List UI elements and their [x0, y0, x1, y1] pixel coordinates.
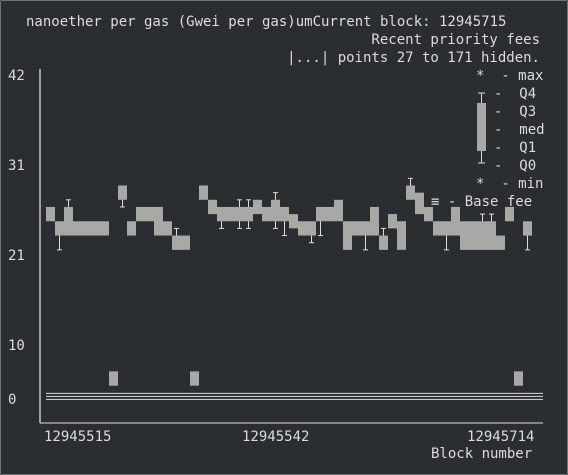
legend-min: * - min [476, 176, 544, 192]
chart-subtitle: Recent priority fees [371, 32, 540, 48]
legend-q0: - Q0 [494, 158, 537, 174]
fee-box [514, 371, 523, 386]
legend-base-fee: ≡ - Base fee [431, 194, 533, 210]
fee-box [64, 206, 73, 236]
fee-box [118, 185, 127, 200]
fee-box [280, 206, 289, 222]
fee-box [424, 206, 433, 222]
fee-box [388, 214, 397, 229]
fee-box [181, 235, 190, 250]
fee-box [325, 206, 334, 222]
fee-box [235, 206, 244, 222]
fee-box [442, 221, 451, 236]
legend-q4: - Q4 [494, 86, 537, 102]
fee-box [361, 221, 370, 236]
fee-box [154, 206, 163, 236]
fee-box [460, 221, 469, 250]
x-tick-label: 12945714 [467, 429, 535, 445]
fee-box [55, 221, 64, 236]
legend-q3: - Q3 [494, 104, 537, 120]
fee-box [163, 221, 172, 236]
fee-box [46, 206, 55, 222]
fee-box [226, 206, 235, 222]
y-tick-label: 10 [8, 338, 25, 354]
fee-box [190, 371, 199, 386]
fee-box [271, 199, 280, 222]
y-tick-label: 31 [8, 158, 25, 174]
legend-med: - med [494, 122, 545, 138]
fee-box [415, 192, 424, 215]
hidden-points-note: |...| points 27 to 171 hidden. [287, 50, 540, 66]
fee-box [145, 206, 154, 222]
fee-box [289, 214, 298, 229]
fee-box [334, 199, 343, 222]
fee-box [451, 206, 460, 236]
fee-box [217, 206, 226, 222]
fee-box [199, 185, 208, 200]
x-tick-label: 12945542 [242, 429, 310, 445]
x-tick-label: 12945515 [44, 429, 112, 445]
chart-title-line: nanoether per gas (Gwei per gas)umCurren… [26, 14, 507, 30]
fee-box [370, 206, 379, 236]
y-tick-label: 21 [8, 248, 25, 264]
fee-box [91, 221, 100, 236]
fee-box [397, 221, 406, 250]
fee-box [109, 371, 118, 386]
fee-box [478, 221, 487, 250]
fee-box [496, 235, 505, 250]
fee-box [298, 221, 307, 236]
fee-box [100, 221, 109, 236]
y-tick-label: 0 [8, 392, 17, 408]
fee-box [172, 235, 181, 250]
fee-box [406, 185, 415, 200]
fee-box [127, 221, 136, 236]
fee-box [505, 206, 514, 222]
fee-box [523, 221, 532, 236]
fee-box [469, 221, 478, 250]
x-axis-label: Block number [431, 446, 533, 462]
fee-box [487, 221, 496, 250]
fee-box [262, 206, 271, 222]
fee-box [208, 199, 217, 215]
fee-box [244, 206, 253, 222]
fee-box [82, 221, 91, 236]
fee-box [307, 221, 316, 236]
fee-box [379, 235, 388, 250]
y-tick-label: 42 [8, 68, 25, 84]
fee-box [316, 206, 325, 222]
legend-max: * - max [476, 68, 544, 84]
fee-box [253, 199, 262, 215]
fee-box [352, 221, 361, 236]
legend-sample-box [477, 103, 486, 151]
legend-q1: - Q1 [494, 140, 537, 156]
fee-box [136, 206, 145, 222]
fee-box [433, 221, 442, 236]
fee-box [73, 221, 82, 236]
fee-box [343, 221, 352, 250]
